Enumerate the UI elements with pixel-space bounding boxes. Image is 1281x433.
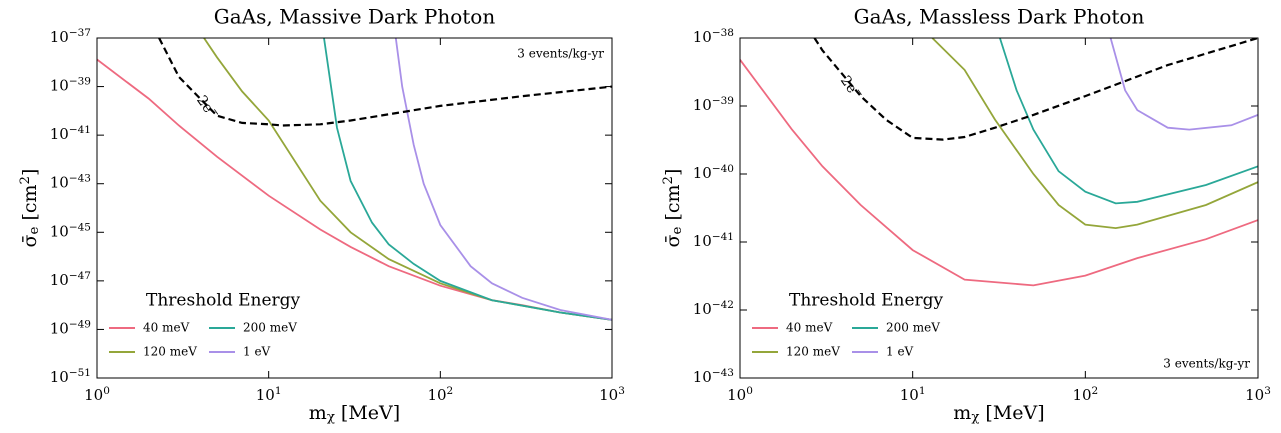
plot-frame [739,37,1259,379]
annotation: 3 events/kg-yr [517,47,604,61]
y-tick-label: 10−45 [50,221,91,240]
curves [740,38,1258,287]
series-line [158,38,612,127]
y-tick-label: 10−47 [50,270,91,289]
series-line [1109,38,1258,131]
series-line [813,38,1258,141]
x-tick-label: 102 [427,385,453,404]
legend-label: 120 meV [143,345,197,359]
legend-label: 120 meV [786,345,840,359]
plot-frame [96,37,613,379]
y-tick-label: 10−42 [693,299,734,318]
legend-title: Threshold Energy [146,291,301,311]
y-tick-label: 10−39 [693,95,734,114]
legend-label: 200 meV [886,321,940,335]
y-tick-label: 10−38 [693,27,734,46]
subplot: GaAs, Massless Dark Photon mχ [MeV] σ̄e [c… [661,5,1271,425]
x-tick-label: 103 [1245,385,1271,404]
annotation: 3 events/kg-yr [1163,357,1250,371]
legend-label: 1 eV [243,345,271,359]
y-tick-label: 10−39 [50,76,91,95]
x-tick-label: 100 [84,385,110,404]
x-tick-label: 101 [256,385,282,404]
y-tick-label: 10−43 [693,367,734,386]
chart-title: GaAs, Massless Dark Photon [854,5,1145,29]
y-tick-label: 10−51 [50,367,91,386]
series-line [203,38,612,321]
x-tick-label: 103 [599,385,625,404]
y-tick-label: 10−41 [50,124,91,143]
y-tick-label: 10−43 [50,173,91,192]
subplot: GaAs, Massive Dark Photon mχ [MeV] σ̄e [cm… [18,5,625,425]
y-tick-label: 10−41 [693,231,734,250]
x-tick-label: 102 [1072,385,1098,404]
x-tick-label: 100 [727,385,753,404]
y-axis-label: σ̄e [cm2] [661,169,685,248]
chart-title: GaAs, Massive Dark Photon [214,5,496,29]
y-axis-label: σ̄e [cm2] [18,169,42,248]
legend-label: 200 meV [243,321,297,335]
legend-label: 40 meV [143,321,190,335]
legend-label: 1 eV [886,345,914,359]
legend-title: Threshold Energy [789,291,944,311]
curves [97,38,612,321]
x-axis-label: mχ [MeV] [309,402,400,425]
series-line [323,38,612,321]
curve-label: 2e− [837,72,866,103]
x-axis-label: mχ [MeV] [953,402,1044,425]
y-tick-label: 10−40 [693,163,734,182]
series-line [394,38,612,321]
series-line [999,38,1258,205]
y-tick-label: 10−37 [50,27,91,46]
series-line [740,59,1258,287]
x-tick-label: 101 [900,385,926,404]
y-tick-label: 10−49 [50,318,91,337]
series-line [931,38,1258,230]
legend-label: 40 meV [786,321,833,335]
